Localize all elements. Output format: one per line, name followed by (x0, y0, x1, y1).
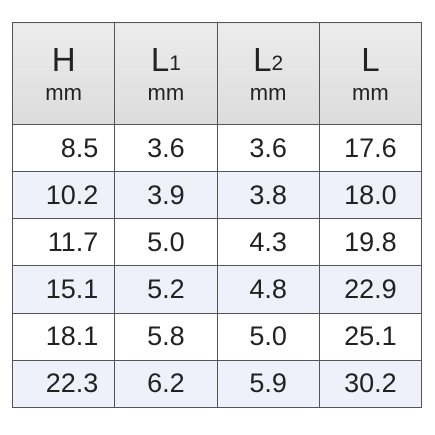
symbol-text: L (150, 41, 170, 78)
header-symbol: L1 (115, 43, 216, 76)
header-symbol: L (320, 43, 421, 76)
table-cell: 3.6 (114, 123, 218, 173)
table-cell: 18.1 (11, 312, 116, 361)
symbol-subscript: 2 (271, 52, 284, 75)
table-cell: 18.0 (318, 171, 423, 220)
table-cell: 5.9 (216, 359, 320, 409)
table-cell: 22.3 (11, 359, 116, 409)
table-row: 18.1 5.8 5.0 25.1 (11, 312, 423, 361)
table-cell: 5.0 (216, 312, 320, 361)
table-cell: 19.8 (318, 218, 423, 267)
table-cell: 3.6 (216, 123, 320, 173)
table-cell: 22.9 (318, 265, 423, 314)
header-cell: L1 mm (114, 22, 218, 125)
table-cell: 5.0 (114, 218, 218, 267)
table-body: 8.5 3.6 3.6 17.6 10.2 3.9 3.8 18.0 11.7 5.0 4.3 19.… (11, 123, 423, 409)
table-row: 10.2 3.9 3.8 18.0 (11, 171, 423, 220)
header-unit: mm (147, 80, 185, 105)
table-cell: 4.3 (216, 218, 320, 267)
table-cell: 3.9 (114, 171, 218, 220)
symbol-text: L (361, 41, 380, 78)
symbol-text: H (51, 41, 76, 78)
table-cell: 15.1 (11, 265, 116, 314)
table-cell: 17.6 (318, 123, 423, 173)
table-cell: 11.7 (11, 218, 116, 267)
table-row: 11.7 5.0 4.3 19.8 (11, 218, 423, 267)
symbol-text: L (253, 41, 272, 78)
table-row: 15.1 5.2 4.8 22.9 (11, 265, 423, 314)
header-symbol: L2 (218, 43, 319, 76)
table-cell: 25.1 (318, 312, 423, 361)
table-cell: 5.2 (114, 265, 218, 314)
table-row: 22.3 6.2 5.9 30.2 (11, 359, 423, 409)
table-cell: 5.8 (114, 312, 218, 361)
table-cell: 8.5 (11, 123, 116, 173)
header-cell: L2 mm (216, 22, 320, 125)
table-cell: 4.8 (216, 265, 320, 314)
header-unit: mm (352, 80, 389, 105)
table-row: 8.5 3.6 3.6 17.6 (11, 123, 423, 173)
symbol-subscript: 1 (169, 52, 181, 75)
header-unit: mm (45, 80, 82, 105)
table-cell: 6.2 (114, 359, 218, 409)
header-unit: mm (249, 80, 287, 105)
table-cell: 30.2 (318, 359, 423, 409)
table-cell: 3.8 (216, 171, 320, 220)
table-cell: 10.2 (11, 171, 116, 220)
header-symbol: H (13, 43, 114, 76)
